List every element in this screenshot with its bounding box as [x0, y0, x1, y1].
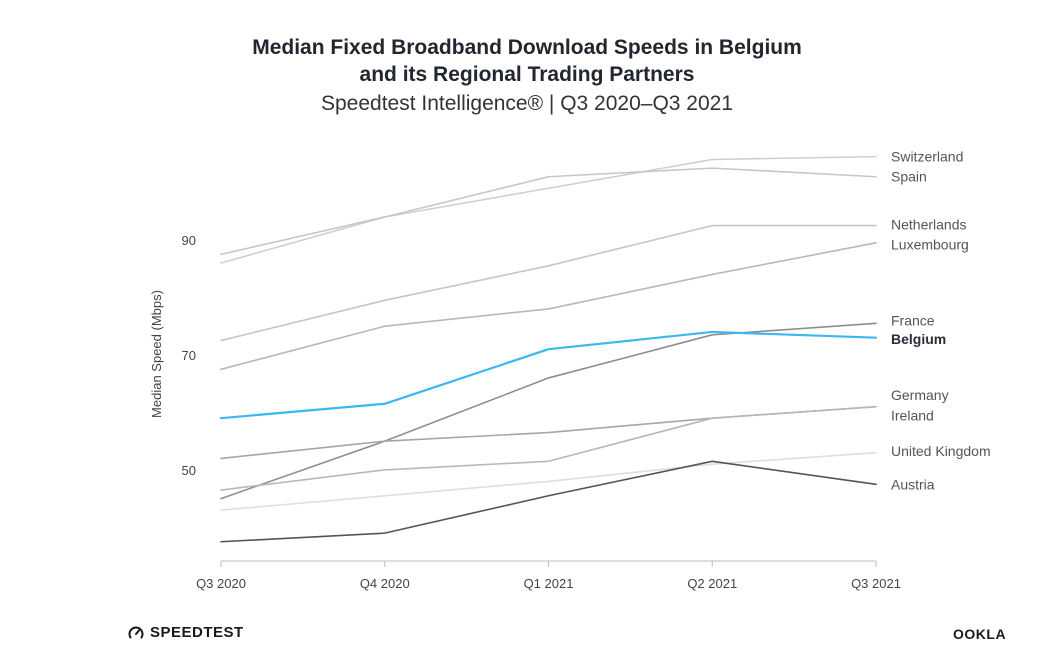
series-label-ireland: Ireland — [891, 407, 934, 423]
x-tick-label: Q2 2021 — [687, 576, 737, 591]
series-line-united-kingdom — [220, 451, 877, 511]
series-line-ireland — [220, 405, 877, 491]
chart-subtitle: Speedtest Intelligence® | Q3 2020–Q3 202… — [320, 92, 734, 115]
series-line-luxembourg — [220, 242, 877, 371]
series-label-belgium: Belgium — [891, 331, 946, 347]
ookla-logo: OOKLA — [953, 626, 1007, 642]
x-tick-label: Q3 2021 — [851, 576, 901, 591]
series-line-austria — [220, 460, 877, 543]
series-label-france: France — [891, 312, 935, 328]
speedometer-icon — [128, 626, 144, 638]
series-label-switzerland: Switzerland — [891, 149, 963, 165]
x-tick-label: Q1 2021 — [524, 576, 574, 591]
speedtest-logo: SPEEDTEST — [128, 624, 244, 641]
series-line-netherlands — [220, 224, 877, 342]
series-line-belgium — [219, 330, 878, 420]
series-line-spain — [220, 167, 877, 256]
series-label-austria: Austria — [891, 476, 935, 492]
chart-title-line1: Median Fixed Broadband Download Speeds i… — [252, 36, 802, 59]
series-label-germany: Germany — [891, 387, 949, 403]
series-label-netherlands: Netherlands — [891, 216, 967, 232]
x-tick-label: Q3 2020 — [196, 576, 246, 591]
y-axis-label: Median Speed (Mbps) — [149, 290, 164, 418]
series-line-germany — [220, 405, 877, 460]
y-tick-label: 70 — [182, 348, 196, 363]
chart-title-line2: and its Regional Trading Partners — [359, 63, 695, 86]
series-label-united-kingdom: United Kingdom — [891, 443, 991, 459]
speedtest-brand-text: SPEEDTEST — [150, 624, 244, 641]
series-label-luxembourg: Luxembourg — [891, 237, 969, 253]
series-line-france — [220, 322, 877, 500]
y-tick-label: 50 — [182, 463, 196, 478]
y-tick-label: 90 — [182, 233, 196, 248]
x-tick-label: Q4 2020 — [360, 576, 410, 591]
series-label-spain: Spain — [891, 169, 927, 185]
series-line-switzerland — [220, 155, 877, 264]
